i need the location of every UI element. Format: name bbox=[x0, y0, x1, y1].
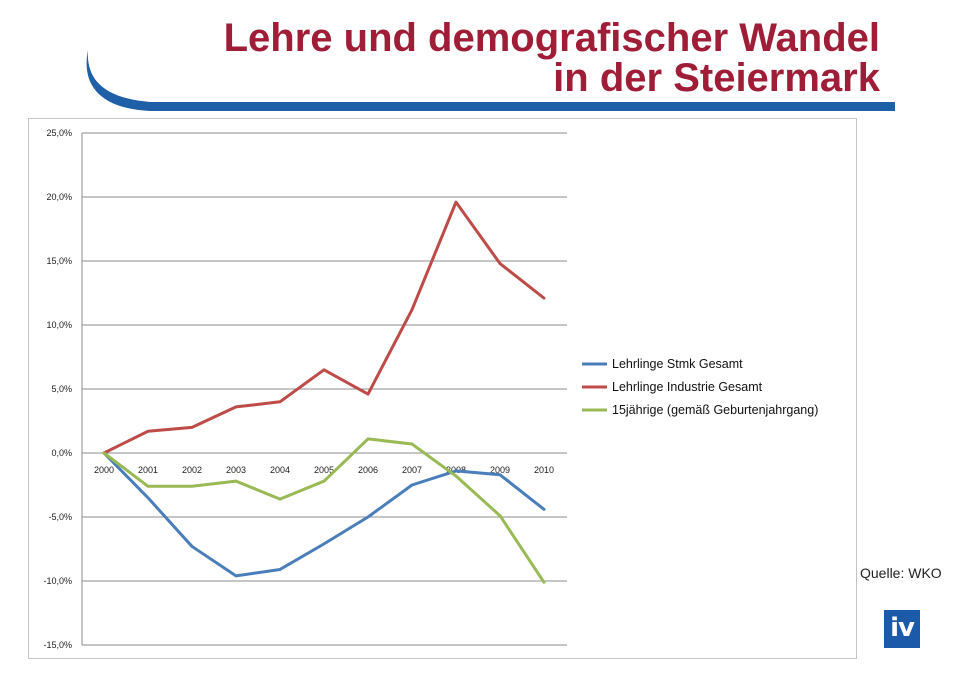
y-tick-label: 20,0% bbox=[46, 192, 72, 202]
legend-label: Lehrlinge Industrie Gesamt bbox=[612, 380, 763, 394]
x-tick-label: 2006 bbox=[358, 465, 378, 475]
iv-logo: iv bbox=[884, 610, 920, 648]
page-title-line-2: in der Steiermark bbox=[553, 56, 880, 100]
y-tick-label: 5,0% bbox=[51, 384, 72, 394]
x-tick-label: 2003 bbox=[226, 465, 246, 475]
series-line bbox=[102, 437, 546, 584]
line-chart: 25,0% 20,0% 15,0% 10,0% 5,0% 0,0% -5,0% -10,0% -… bbox=[43, 128, 818, 650]
source-note: Quelle: WKO bbox=[860, 565, 942, 581]
x-tick-label: 2004 bbox=[270, 465, 290, 475]
page-title-line-1: Lehre und demografischer Wandel bbox=[223, 16, 880, 60]
series-line bbox=[102, 200, 546, 455]
x-tick-label: 2001 bbox=[138, 465, 158, 475]
header-swoosh bbox=[86, 50, 896, 111]
x-tick-label: 2002 bbox=[182, 465, 202, 475]
y-tick-label: -5,0% bbox=[48, 512, 72, 522]
y-tick-label: 10,0% bbox=[46, 320, 72, 330]
y-tick-label: 15,0% bbox=[46, 256, 72, 266]
chart-frame: 25,0% 20,0% 15,0% 10,0% 5,0% 0,0% -5,0% -10,0% -… bbox=[28, 118, 857, 659]
legend-label: Lehrlinge Stmk Gesamt bbox=[612, 357, 743, 371]
x-tick-label: 2005 bbox=[314, 465, 334, 475]
x-tick-label: 2007 bbox=[402, 465, 422, 475]
x-tick-label: 2010 bbox=[534, 465, 554, 475]
legend-label: 15jährige (gemäß Geburtenjahrgang) bbox=[612, 403, 818, 417]
y-tick-label: 25,0% bbox=[46, 128, 72, 138]
series-line bbox=[102, 451, 546, 578]
x-tick-label: 2009 bbox=[490, 465, 510, 475]
x-tick-label: 2000 bbox=[94, 465, 114, 475]
y-tick-label: -10,0% bbox=[43, 576, 72, 586]
y-tick-label: -15,0% bbox=[43, 640, 72, 650]
y-tick-label: 0,0% bbox=[51, 448, 72, 458]
